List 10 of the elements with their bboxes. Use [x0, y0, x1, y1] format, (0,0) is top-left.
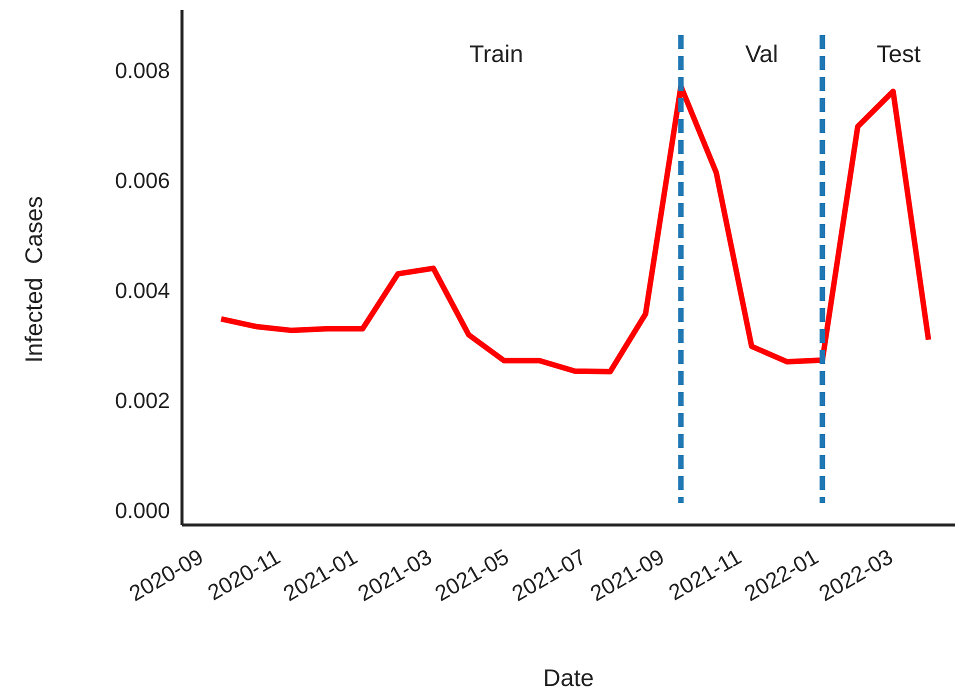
annotation: Train — [469, 41, 524, 68]
y-tick-label: 0.000 — [114, 498, 170, 523]
y-tick-label: 0.002 — [114, 388, 170, 413]
y-tick-label: 0.008 — [114, 58, 170, 84]
y-axis-title: Infected Cases — [21, 196, 48, 363]
y-tick-label: 0.004 — [114, 278, 170, 304]
annotation: Val — [745, 41, 778, 68]
x-axis-title: Date — [543, 665, 594, 692]
y-tick-label: 0.006 — [114, 168, 170, 194]
annotation: Test — [876, 41, 922, 68]
